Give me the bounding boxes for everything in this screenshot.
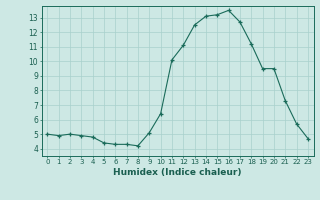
X-axis label: Humidex (Indice chaleur): Humidex (Indice chaleur) xyxy=(113,168,242,177)
